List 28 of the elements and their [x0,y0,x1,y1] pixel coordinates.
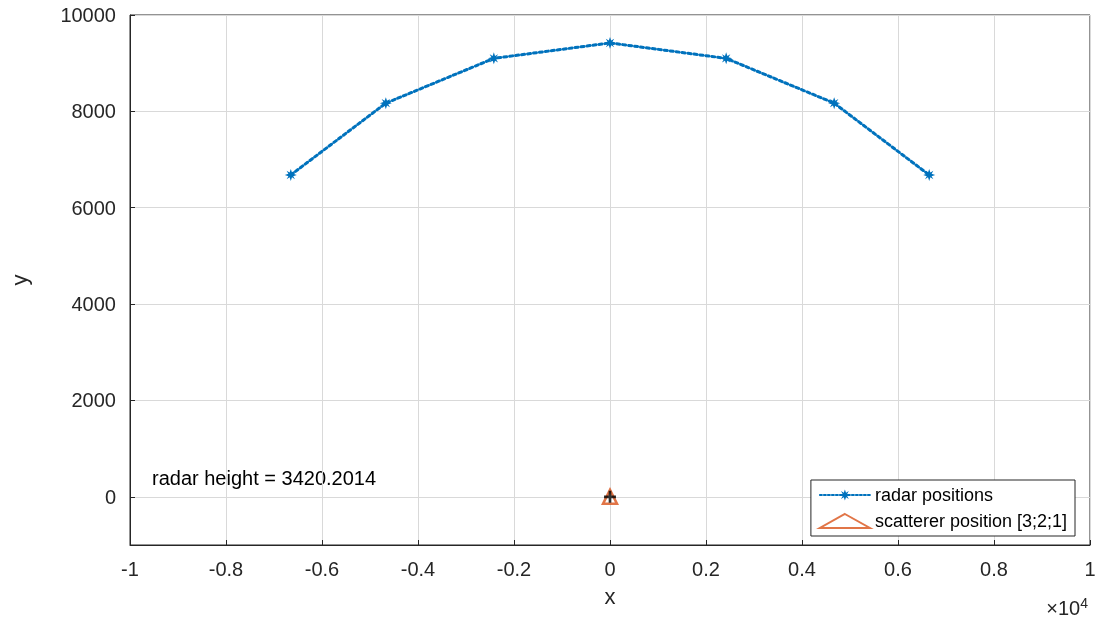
x-tick-label: -0.4 [400,558,436,580]
point [379,97,392,110]
point [604,36,616,49]
y-axis-title: y [6,274,32,286]
x-tick-label: 0.4 [788,558,816,580]
point [923,168,936,181]
x-tick-label: -0.2 [496,558,532,580]
y-tick-label: 0 [104,485,116,508]
point [828,97,841,110]
y-tick-label: 2000 [71,389,116,412]
y-tick-label: 8000 [71,100,116,123]
x-tick-label: 1 [1084,558,1096,580]
x-tick-label: -0.8 [208,558,244,580]
x-tick-label: -1 [121,558,139,580]
y-tick-label: 10000 [60,4,116,26]
y-tick-label: 4000 [71,293,116,316]
legend-label: scatterer position [3;2;1] [874,511,1068,531]
legend-label: radar positions [874,485,993,505]
x-tick-label: 0.2 [692,558,720,580]
x-tick-label: 0 [604,558,616,580]
x-tick-label: 0.6 [884,558,912,580]
x-tick-label: 0.8 [980,558,1008,580]
x-axis-title: x [604,583,616,609]
point [284,168,297,181]
x-tick-label: -0.6 [304,558,340,580]
y-tick-label: 6000 [71,196,116,219]
annotation: radar height = 3420.2014 [152,467,377,489]
point [720,52,733,65]
